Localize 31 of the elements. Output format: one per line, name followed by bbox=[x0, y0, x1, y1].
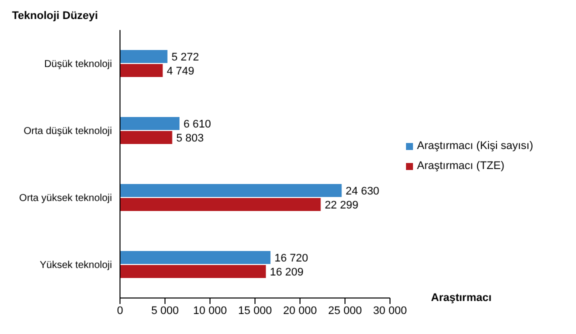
y-tick-label: Yüksek teknoloji bbox=[40, 260, 112, 272]
x-tick-label: 0 bbox=[116, 304, 124, 317]
bar bbox=[120, 251, 270, 264]
y-tick-label: Orta düşük teknoloji bbox=[24, 126, 112, 138]
bar bbox=[120, 64, 163, 77]
data-label: 4 749 bbox=[166, 65, 194, 78]
y-tick-label: Orta yüksek teknoloji bbox=[19, 193, 112, 204]
data-label: 5 272 bbox=[171, 51, 199, 64]
bar bbox=[120, 198, 321, 211]
bar bbox=[120, 117, 180, 130]
data-label: 16 720 bbox=[274, 252, 308, 264]
bar bbox=[120, 50, 168, 63]
data-label: 22 299 bbox=[324, 199, 358, 212]
data-label: 6 610 bbox=[183, 118, 212, 130]
y-axis-title: Teknoloji Düzeyi bbox=[12, 10, 98, 22]
x-tick-label: 20 000 bbox=[283, 304, 317, 317]
bar bbox=[120, 265, 266, 278]
y-tick-label: Düşük teknoloji bbox=[44, 59, 112, 70]
x-tick-label: 5 000 bbox=[151, 304, 179, 317]
data-label: 16 209 bbox=[270, 266, 304, 278]
x-tick-label: 30 000 bbox=[373, 304, 407, 317]
bar bbox=[120, 131, 172, 144]
x-axis-title: Araştırmacı bbox=[431, 292, 492, 304]
data-label: 5 803 bbox=[176, 132, 204, 144]
bar bbox=[120, 184, 342, 197]
x-tick-label: 25 000 bbox=[328, 304, 362, 317]
data-label: 24 630 bbox=[346, 185, 380, 198]
x-tick-label: 15 000 bbox=[238, 304, 272, 317]
x-tick-label: 10 000 bbox=[193, 304, 227, 317]
legend-label: Araştırmacı (TZE) bbox=[417, 160, 504, 172]
legend-label: Araştırmacı (Kişi sayısı) bbox=[417, 140, 534, 152]
